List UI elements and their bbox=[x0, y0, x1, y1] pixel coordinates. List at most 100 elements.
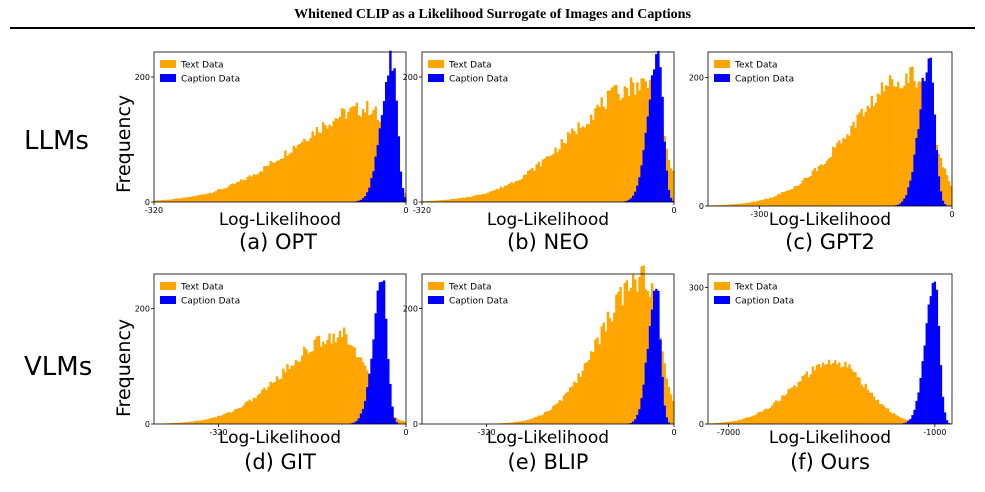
histogram-bar bbox=[864, 111, 867, 206]
histogram-bar bbox=[850, 368, 853, 424]
figure-panel-a: 200 0 -320 0 Text Data Caption Data Log-Likeli… bbox=[135, 48, 410, 278]
legend-label: Text Data bbox=[734, 61, 778, 71]
histogram-bar bbox=[432, 200, 435, 202]
histogram-bar bbox=[929, 296, 932, 424]
histogram-bar bbox=[187, 421, 190, 424]
histogram-bar bbox=[795, 185, 798, 206]
histogram-bar bbox=[387, 75, 390, 202]
histogram-bar bbox=[903, 418, 906, 424]
histogram-bar bbox=[726, 421, 729, 424]
histogram-bar bbox=[204, 419, 207, 424]
histogram-bar bbox=[548, 410, 551, 424]
histogram-bar bbox=[459, 197, 463, 202]
histogram-bar bbox=[799, 183, 802, 206]
histogram-bar bbox=[773, 402, 776, 424]
histogram-bar bbox=[543, 158, 547, 202]
histogram-bar bbox=[355, 102, 358, 202]
histogram-bar bbox=[438, 200, 442, 202]
histogram-bar bbox=[817, 165, 821, 206]
histogram-bar bbox=[374, 106, 377, 202]
histogram-bar bbox=[235, 182, 239, 202]
histogram-bar bbox=[781, 192, 784, 206]
histogram-bar bbox=[764, 198, 768, 206]
histogram-bar bbox=[378, 128, 382, 202]
histogram-bar bbox=[170, 199, 174, 202]
histogram-bar bbox=[332, 333, 335, 424]
histogram-bar bbox=[585, 362, 589, 424]
x-axis-label-d: Log-Likelihood bbox=[218, 428, 342, 448]
y-tick-label: 200 bbox=[689, 74, 704, 83]
y-tick-label: 200 bbox=[135, 305, 150, 314]
histogram-bar bbox=[791, 189, 794, 206]
histogram-bar bbox=[271, 162, 274, 202]
histogram-bar bbox=[858, 112, 861, 206]
series-caption-data-d bbox=[349, 280, 400, 424]
histogram-bar bbox=[334, 118, 337, 202]
histogram-bar bbox=[925, 323, 928, 424]
legend-label: Caption Data bbox=[181, 75, 240, 85]
histogram-bar bbox=[292, 145, 295, 202]
histogram-bar bbox=[210, 417, 214, 424]
histogram-bar bbox=[801, 180, 804, 206]
histogram-bar bbox=[273, 381, 277, 424]
histogram-bar bbox=[401, 188, 405, 202]
histogram-bar bbox=[261, 389, 264, 424]
histogram-bar bbox=[730, 204, 733, 206]
histogram-bar bbox=[298, 143, 302, 202]
histogram-bar bbox=[886, 408, 890, 424]
legend-swatch bbox=[714, 282, 730, 290]
histogram-bar bbox=[577, 122, 580, 202]
histogram-bar bbox=[594, 339, 597, 424]
histogram-bar bbox=[571, 386, 574, 424]
histogram-bar bbox=[545, 156, 549, 202]
histogram-bar bbox=[852, 371, 855, 424]
histogram-bar bbox=[937, 325, 941, 424]
histogram-bar bbox=[349, 345, 352, 424]
histogram-bar bbox=[447, 199, 450, 202]
histogram-bar bbox=[275, 160, 279, 202]
histogram-bar bbox=[440, 200, 444, 202]
histogram-bar bbox=[648, 99, 652, 202]
histogram-bar bbox=[832, 362, 835, 424]
histogram-bar bbox=[508, 422, 511, 424]
histogram-bar bbox=[754, 201, 758, 206]
histogram-bar bbox=[516, 421, 519, 424]
histogram-bar bbox=[556, 403, 559, 424]
histogram-bar bbox=[592, 120, 595, 202]
histogram-bar bbox=[856, 114, 859, 206]
histogram-bar bbox=[870, 392, 873, 424]
histogram-bar bbox=[206, 193, 209, 202]
histogram-bar bbox=[424, 201, 427, 202]
histogram-bar bbox=[374, 156, 377, 202]
axes-frame bbox=[421, 273, 675, 425]
histogram-bar bbox=[623, 86, 626, 202]
histogram-bar bbox=[560, 400, 563, 424]
histogram-bar bbox=[921, 77, 924, 206]
histogram-bar bbox=[880, 404, 884, 424]
histogram-bar bbox=[468, 197, 471, 202]
histogram-bar bbox=[326, 128, 329, 202]
histogram-bar bbox=[345, 118, 348, 202]
histogram-bar bbox=[221, 189, 224, 202]
histogram-bar bbox=[661, 96, 664, 202]
histogram-bar bbox=[585, 124, 589, 202]
histogram-bar bbox=[815, 171, 819, 206]
histogram-bar bbox=[366, 387, 369, 424]
histogram-bar bbox=[196, 420, 199, 424]
histogram-bar bbox=[221, 415, 224, 424]
histogram-bar bbox=[736, 204, 739, 206]
histogram-bar bbox=[787, 190, 790, 206]
histogram-bar bbox=[943, 204, 947, 206]
histogram-bar bbox=[939, 191, 943, 206]
figure-panel-d: 200 0 -320 0 Text Data Caption Data Log-Likeli… bbox=[135, 270, 410, 492]
histogram-bar bbox=[921, 361, 924, 424]
histogram-bar bbox=[613, 312, 616, 424]
histogram-bar bbox=[752, 201, 756, 206]
histogram-bar bbox=[217, 189, 220, 202]
histogram-bar bbox=[634, 279, 637, 424]
histogram-bar bbox=[856, 377, 859, 424]
histogram-bar bbox=[315, 127, 319, 202]
histogram-bar bbox=[170, 423, 174, 424]
histogram-bar bbox=[799, 381, 802, 424]
histogram-bar bbox=[750, 202, 754, 206]
